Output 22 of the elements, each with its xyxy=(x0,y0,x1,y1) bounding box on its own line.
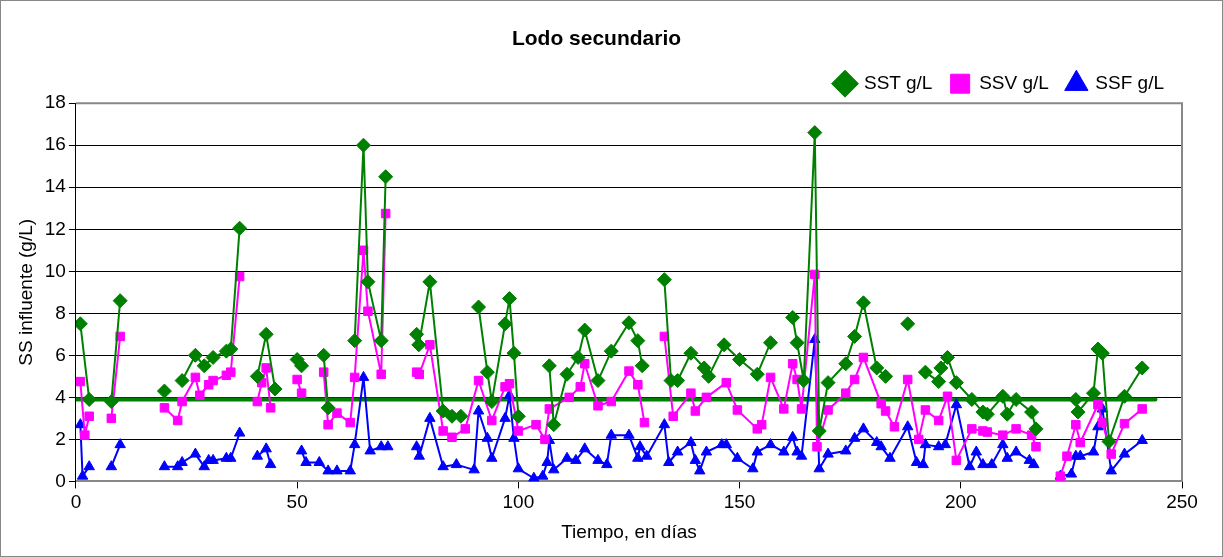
y-tick-label: 12 xyxy=(44,217,66,239)
legend-label: SSV g/L xyxy=(979,71,1049,93)
y-tick-label: 6 xyxy=(55,343,66,365)
x-tick-label: 50 xyxy=(286,491,308,513)
x-tick-label: 100 xyxy=(502,491,535,513)
y-tick-label: 14 xyxy=(44,175,67,197)
chart-title: Lodo secundario xyxy=(511,26,682,50)
x-axis-title: Tiempo, en días xyxy=(561,520,697,542)
x-tick-label: 250 xyxy=(1166,491,1198,513)
y-tick-label: 2 xyxy=(55,427,66,449)
legend-label: SST g/L xyxy=(864,71,933,93)
y-tick-label: 0 xyxy=(55,469,66,491)
y-tick-label: 10 xyxy=(44,259,66,281)
y-tick-label: 18 xyxy=(44,91,66,113)
y-tick-label: 4 xyxy=(55,385,67,407)
x-tick-label: 0 xyxy=(70,491,82,513)
y-axis-title: SS influente (g/L) xyxy=(14,218,36,366)
y-tick-label: 8 xyxy=(55,301,66,323)
x-tick-label: 200 xyxy=(944,491,977,513)
x-tick-label: 150 xyxy=(723,491,756,513)
legend-label: SSF g/L xyxy=(1095,71,1165,93)
y-tick-label: 16 xyxy=(44,133,66,155)
